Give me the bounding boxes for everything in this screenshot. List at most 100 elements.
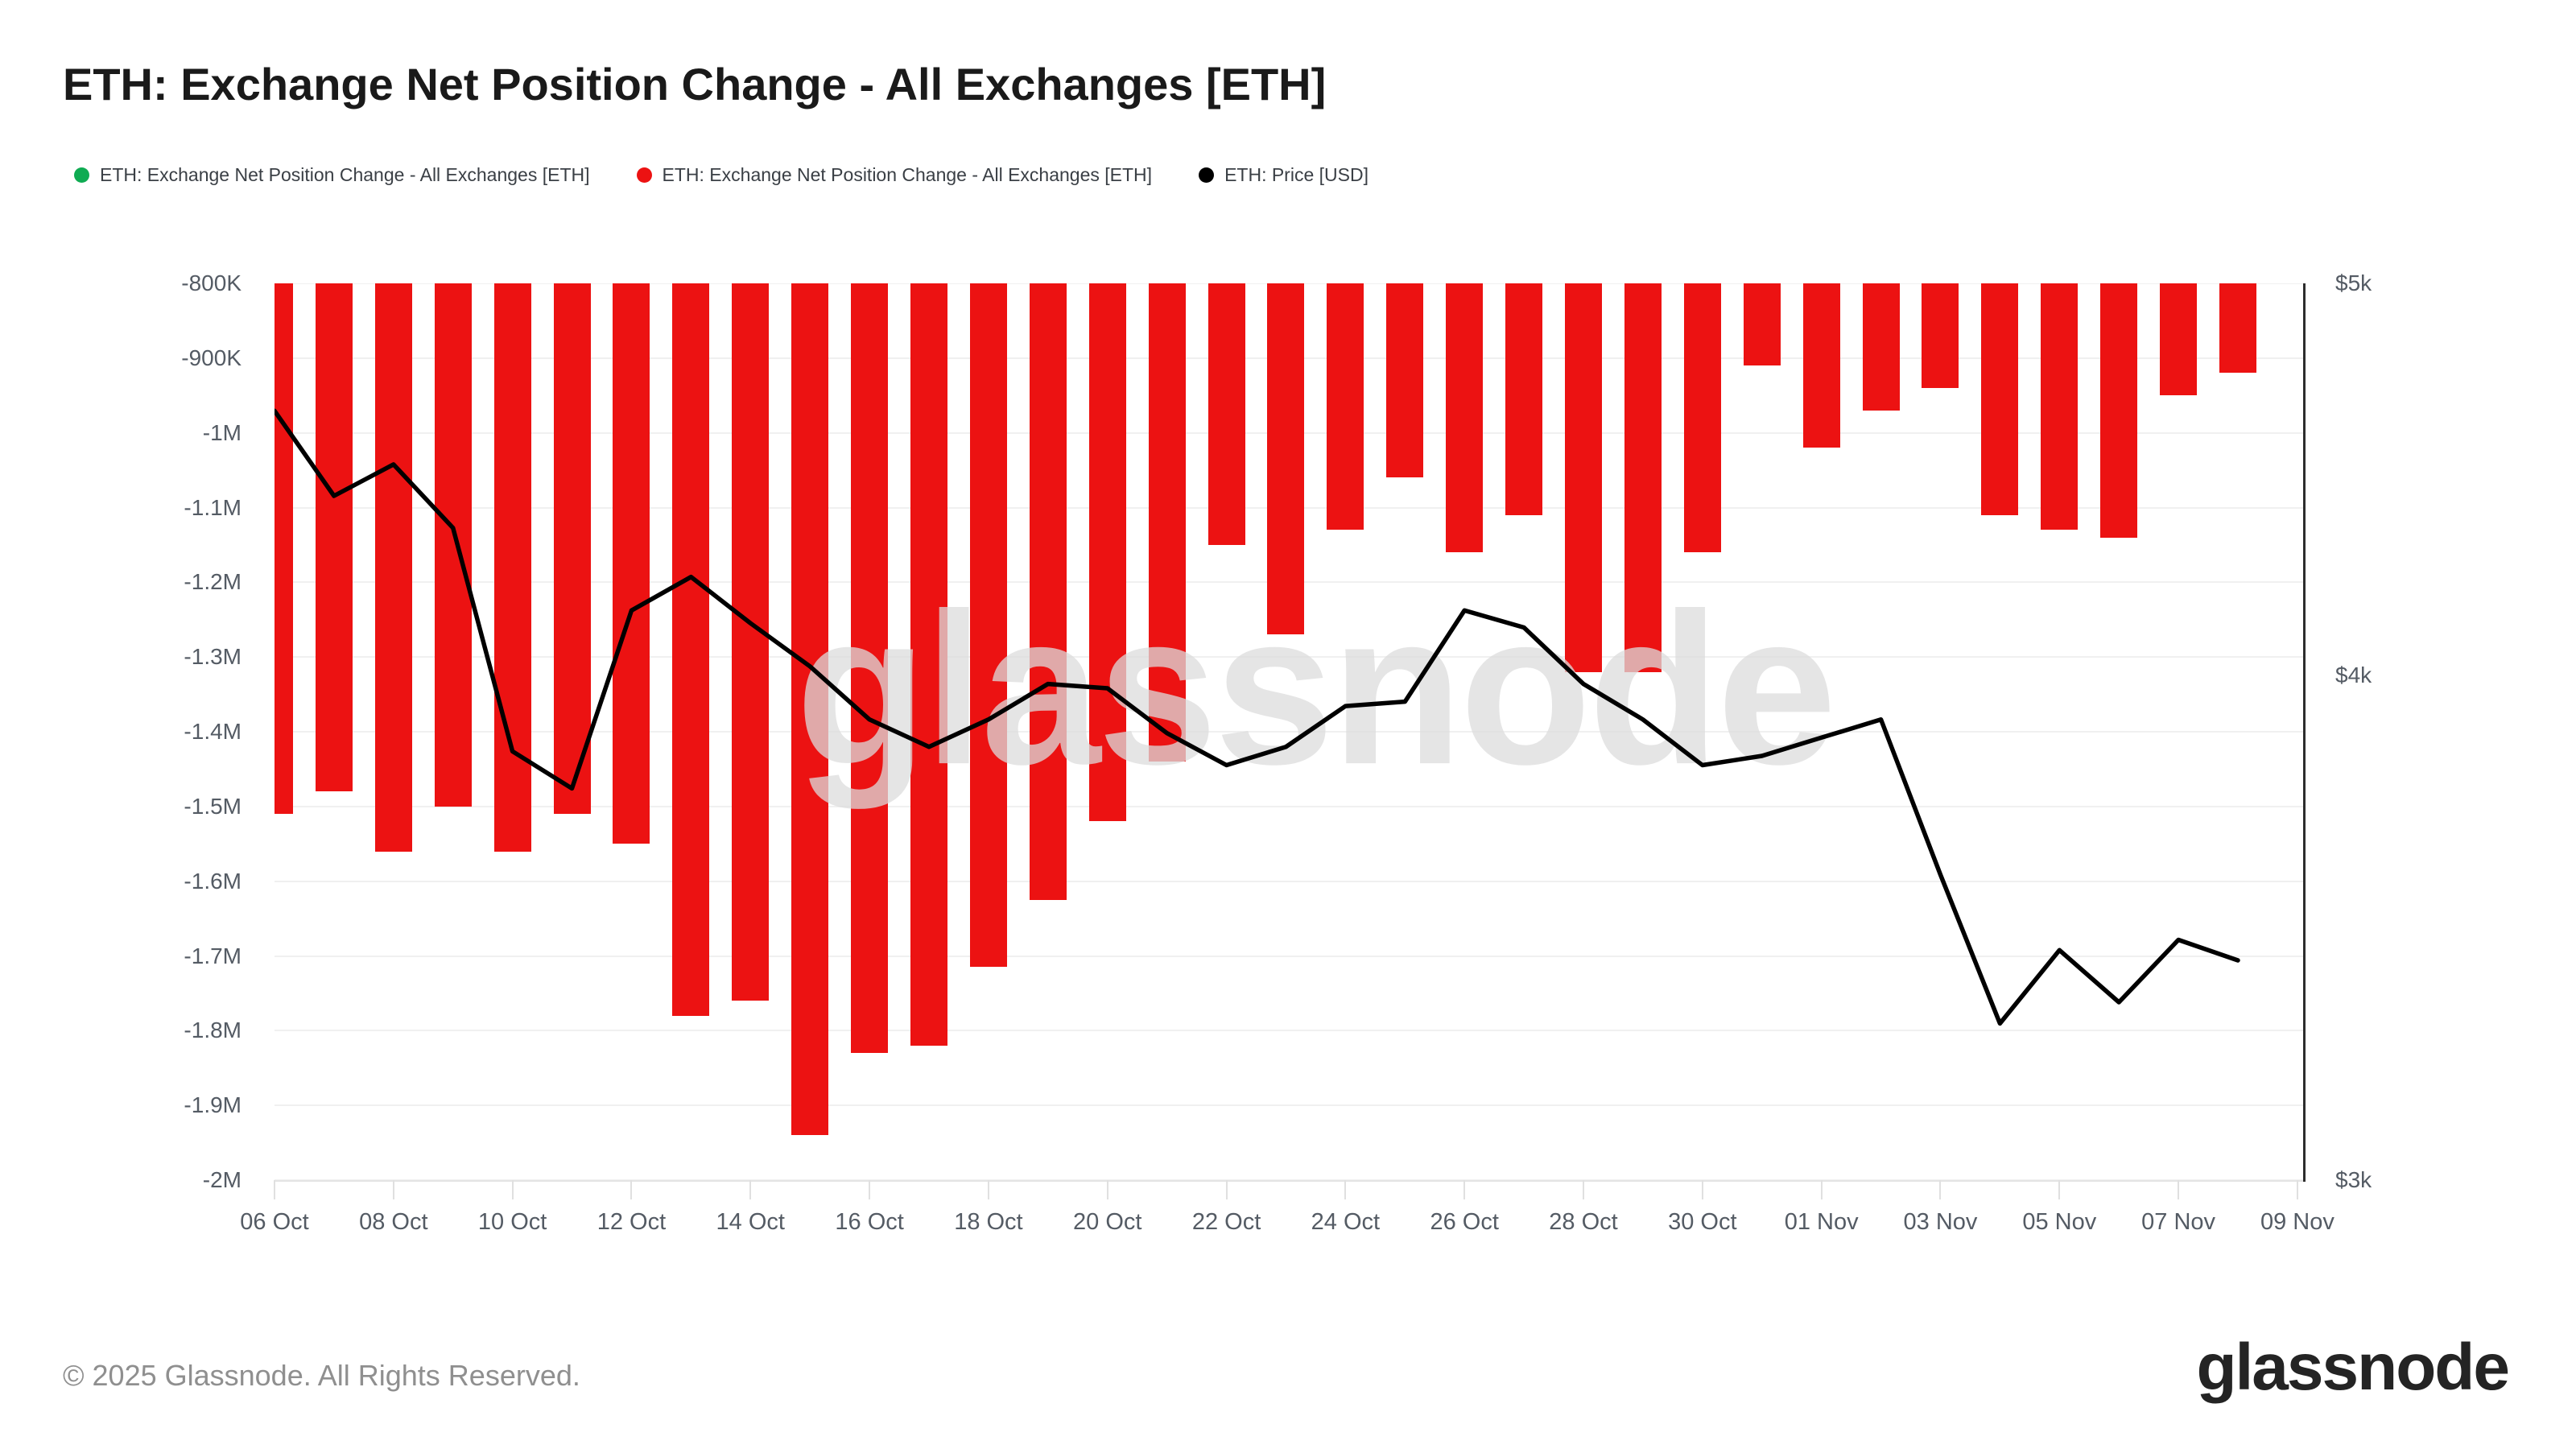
right-axis-tick-label: $4k xyxy=(2335,662,2372,687)
net-position-bar xyxy=(1565,283,1603,672)
glassnode-watermark: glassnode xyxy=(795,568,1836,810)
gridline xyxy=(275,1179,2305,1180)
gridline xyxy=(275,1030,2305,1032)
legend-marker-dot xyxy=(74,167,89,183)
x-axis-tick-label: 09 Nov xyxy=(2260,1209,2334,1235)
x-axis-tick xyxy=(274,1180,275,1199)
chart-title: ETH: Exchange Net Position Change - All … xyxy=(63,59,1327,109)
net-position-bar xyxy=(2219,283,2257,374)
net-position-bar xyxy=(1267,283,1305,635)
net-position-bar xyxy=(1327,283,1364,530)
net-position-bar xyxy=(1148,283,1186,762)
x-axis-tick-label: 14 Oct xyxy=(716,1209,785,1235)
gridline xyxy=(275,1104,2305,1107)
gridline xyxy=(275,805,2305,807)
x-axis-tick xyxy=(1939,1180,1942,1199)
x-axis-tick-label: 18 Oct xyxy=(954,1209,1023,1235)
gridline xyxy=(275,731,2305,733)
x-axis-tick xyxy=(987,1180,989,1199)
legend-marker-dot xyxy=(636,167,652,183)
left-axis-tick-label: -1.9M xyxy=(184,1092,242,1118)
net-position-bar xyxy=(2100,283,2138,538)
legend-item-label: ETH: Exchange Net Position Change - All … xyxy=(100,163,590,185)
x-axis-tick xyxy=(1225,1180,1228,1199)
x-axis-tick xyxy=(2178,1180,2180,1199)
net-position-bar xyxy=(1386,283,1424,478)
net-position-bar xyxy=(1922,283,1959,388)
legend-item-label: ETH: Price [USD] xyxy=(1224,163,1368,185)
left-axis-tick-label: -1.5M xyxy=(184,793,242,819)
x-axis-tick-label: 26 Oct xyxy=(1430,1209,1499,1235)
net-position-bar xyxy=(553,283,591,815)
x-axis-tick xyxy=(1106,1180,1108,1199)
x-axis-tick-label: 30 Oct xyxy=(1668,1209,1737,1235)
x-axis-tick-label: 16 Oct xyxy=(835,1209,904,1235)
x-axis-tick-label: 12 Oct xyxy=(597,1209,667,1235)
x-axis-tick-label: 10 Oct xyxy=(477,1209,547,1235)
legend-marker-dot xyxy=(1199,167,1215,183)
left-axis-tick-label: -1.8M xyxy=(184,1018,242,1043)
left-axis-tick-label: -1.4M xyxy=(184,719,242,744)
net-position-bar xyxy=(2041,283,2079,530)
net-position-bar xyxy=(2160,283,2198,396)
x-axis-tick-label: 08 Oct xyxy=(359,1209,428,1235)
legend-item[interactable]: ETH: Price [USD] xyxy=(1199,163,1368,187)
x-axis-tick xyxy=(511,1180,514,1199)
legend: ETH: Exchange Net Position Change - All … xyxy=(74,163,1368,187)
x-axis-tick xyxy=(392,1180,394,1199)
net-position-bar xyxy=(1029,283,1067,900)
copyright-text: © 2025 Glassnode. All Rights Reserved. xyxy=(63,1359,580,1392)
x-axis-tick xyxy=(1344,1180,1347,1199)
left-axis-tick-label: -800K xyxy=(181,270,242,295)
net-position-bar xyxy=(791,283,829,1136)
net-position-bar xyxy=(434,283,472,807)
x-axis-tick xyxy=(1583,1180,1585,1199)
x-axis-tick-label: 06 Oct xyxy=(240,1209,309,1235)
x-axis-tick xyxy=(630,1180,633,1199)
net-position-bar xyxy=(1505,283,1543,515)
net-position-bar xyxy=(672,283,710,1016)
x-axis-tick-label: 22 Oct xyxy=(1191,1209,1261,1235)
net-position-bar xyxy=(732,283,770,1001)
x-axis-tick xyxy=(1463,1180,1466,1199)
x-axis-tick-label: 07 Nov xyxy=(2141,1209,2216,1235)
x-axis-tick xyxy=(1701,1180,1703,1199)
glassnode-logo: glassnode xyxy=(2196,1331,2510,1404)
x-axis-tick xyxy=(2296,1180,2298,1199)
left-axis-tick-label: -1.1M xyxy=(184,494,242,520)
legend-item-label: ETH: Exchange Net Position Change - All … xyxy=(662,163,1153,185)
net-position-bar xyxy=(910,283,947,1046)
x-axis-tick-label: 01 Nov xyxy=(1784,1209,1859,1235)
gridline xyxy=(275,656,2305,658)
x-axis-tick-label: 20 Oct xyxy=(1073,1209,1142,1235)
right-axis-tick-label: $3k xyxy=(2335,1167,2372,1192)
left-axis-tick-label: -900K xyxy=(181,345,242,370)
legend-item[interactable]: ETH: Exchange Net Position Change - All … xyxy=(636,163,1153,187)
left-axis-tick-label: -1.6M xyxy=(184,868,242,894)
left-axis-tick-label: -2M xyxy=(202,1167,242,1192)
net-position-bar xyxy=(1802,283,1840,448)
price-line xyxy=(275,408,2240,1026)
net-position-bar xyxy=(1624,283,1662,672)
x-axis-tick-label: 24 Oct xyxy=(1311,1209,1381,1235)
net-position-bar xyxy=(1981,283,2019,515)
gridline xyxy=(275,880,2305,882)
net-position-bar xyxy=(1208,283,1245,545)
right-axis-tick-label: $5k xyxy=(2335,270,2372,295)
x-axis-tick xyxy=(1820,1180,1823,1199)
net-position-bar xyxy=(374,283,412,852)
gridline xyxy=(275,955,2305,957)
net-position-bar xyxy=(613,283,650,844)
net-position-bar xyxy=(1743,283,1781,366)
legend-item[interactable]: ETH: Exchange Net Position Change - All … xyxy=(74,163,590,187)
left-axis-tick-label: -1M xyxy=(202,419,242,445)
net-position-bar xyxy=(969,283,1007,968)
x-axis-tick-label: 28 Oct xyxy=(1549,1209,1618,1235)
net-position-bar xyxy=(1683,283,1721,553)
x-axis-tick xyxy=(749,1180,752,1199)
net-position-bar xyxy=(851,283,889,1054)
x-axis-tick-label: 05 Nov xyxy=(2022,1209,2097,1235)
net-position-bar xyxy=(1446,283,1484,553)
plot-area: glassnode xyxy=(275,283,2305,1182)
